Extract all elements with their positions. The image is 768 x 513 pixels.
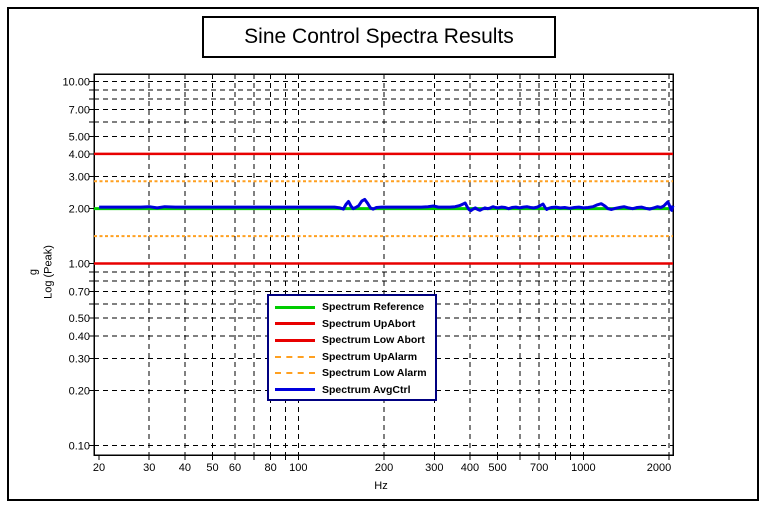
y-tick-label: 0.70 [69,287,90,299]
y-tick-label: 0.50 [69,313,90,325]
legend: Spectrum Reference Spectrum UpAbort Spectr… [267,294,437,401]
x-tick-label: 200 [375,462,393,474]
x-tick-label: 500 [488,462,506,474]
legend-line-sample [275,305,315,309]
x-tick-label: 100 [289,462,307,474]
legend-line-sample [275,338,315,342]
legend-label: Spectrum Low Alarm [322,367,427,380]
legend-line-sample [275,322,315,326]
legend-row: Spectrum AvgCtrl [275,382,435,399]
legend-label: Spectrum UpAbort [322,317,416,330]
legend-line-sample [275,355,315,358]
y-tick-label: 7.00 [69,105,90,117]
x-tick-label: 50 [206,462,218,474]
legend-row: Spectrum Reference [275,299,435,316]
x-tick-label: 400 [461,462,479,474]
x-tick-label: 700 [530,462,548,474]
axis-ticks [89,81,670,460]
x-tick-label: 30 [143,462,155,474]
legend-line-sample [275,388,315,392]
legend-label: Spectrum AvgCtrl [322,383,411,396]
x-tick-label: 300 [425,462,443,474]
y-tick-label: 5.00 [69,131,90,143]
y-tick-label: 4.00 [69,149,90,161]
x-tick-label: 40 [179,462,191,474]
y-tick-label: 10.00 [62,77,90,89]
y-axis-title-unit: g [27,268,40,276]
tick-labels: 20 30 40 50 60 80 100 200 300 400 500 700 1000 2000 10… [62,77,671,474]
x-tick-label: 1000 [571,462,595,474]
x-axis-title: Hz [374,480,388,492]
y-tick-label: 0.40 [69,331,90,343]
legend-label: Spectrum UpAlarm [322,350,418,363]
legend-row: Spectrum UpAlarm [275,349,435,366]
y-axis-title-scale: Log (Peak) [42,245,55,299]
x-tick-label: 80 [265,462,277,474]
y-tick-label: 0.10 [69,440,90,452]
x-tick-label: 20 [93,462,105,474]
y-tick-label: 3.00 [69,172,90,184]
legend-line-sample [275,372,315,375]
legend-row: Spectrum Low Abort [275,332,435,349]
y-tick-label: 2.00 [69,204,90,216]
legend-label: Spectrum Reference [322,301,425,314]
chart-title: Sine Control Spectra Results [202,16,556,58]
x-tick-label: 60 [229,462,241,474]
x-tick-label: 2000 [647,462,671,474]
legend-row: Spectrum Low Alarm [275,365,435,382]
series-spectrum-avgctrl [99,197,675,213]
legend-label: Spectrum Low Abort [322,334,425,347]
y-tick-label: 0.30 [69,354,90,366]
y-tick-label: 1.00 [69,258,90,270]
y-axis-title: g Log (Peak) [27,200,57,345]
legend-row: Spectrum UpAbort [275,316,435,333]
y-tick-label: 0.20 [69,386,90,398]
